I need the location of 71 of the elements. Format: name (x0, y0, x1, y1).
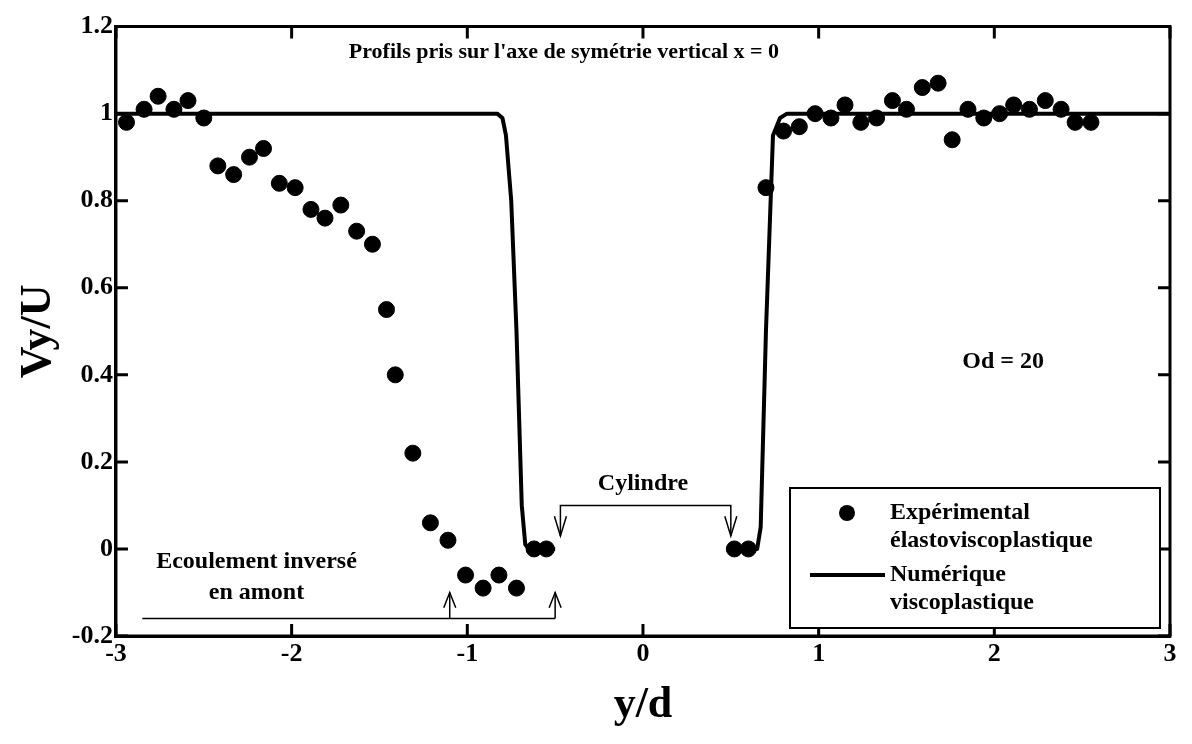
point (929, 74, 947, 92)
point (1066, 113, 1084, 131)
point (943, 131, 961, 149)
text: Profils pris sur l'axe de symétrie vertical x = 0 (348, 38, 780, 64)
y-tick-label: 0.2 (80, 445, 113, 475)
annotation: Ecoulement inversé en amont (156, 547, 358, 604)
y-tick-label: 1 (99, 97, 113, 127)
point (897, 100, 915, 118)
y-tick-label: 0.8 (80, 184, 113, 214)
x-tick-label: -2 (280, 638, 303, 668)
point (822, 109, 840, 127)
y-tick-label: 0 (99, 532, 113, 562)
x-tick-label: 0 (636, 638, 650, 668)
point (1082, 113, 1100, 131)
point (991, 105, 1009, 123)
point (836, 96, 854, 114)
point (209, 157, 227, 175)
point (490, 566, 508, 584)
point (883, 92, 901, 110)
point (959, 100, 977, 118)
point (806, 105, 824, 123)
point (165, 100, 183, 118)
point (1020, 100, 1038, 118)
point (225, 166, 243, 184)
point (270, 174, 288, 192)
point (316, 209, 334, 227)
point (421, 514, 439, 532)
point (852, 113, 870, 131)
point (507, 579, 525, 597)
point (363, 235, 381, 253)
x-tick-label: 1 (812, 638, 826, 668)
point (757, 179, 775, 197)
point (775, 122, 793, 140)
legend-label: Numérique viscoplastique (890, 560, 1035, 615)
point (179, 92, 197, 110)
y-tick-label: 0.6 (80, 271, 113, 301)
point (195, 109, 213, 127)
x-tick-label: 3 (1163, 638, 1177, 668)
legend-label: Expérimental élastoviscoplastique (890, 498, 1094, 553)
y-tick-label: 1.2 (80, 10, 113, 40)
point (739, 540, 757, 558)
annotation: Od = 20 (962, 346, 1044, 373)
point (1052, 100, 1070, 118)
point (457, 566, 475, 584)
point (255, 139, 273, 157)
y-axis-title: Vy/U (10, 284, 60, 379)
point (386, 366, 404, 384)
point (474, 579, 492, 597)
point (790, 118, 808, 136)
point (332, 196, 350, 214)
point (348, 222, 366, 240)
point (725, 540, 743, 558)
point (378, 301, 395, 319)
y-tick-label: 0.4 (80, 358, 113, 388)
point (1005, 96, 1023, 114)
point (240, 148, 258, 166)
x-axis-title: y/d (613, 677, 673, 727)
point (975, 109, 993, 127)
point (1036, 92, 1054, 110)
point (404, 444, 422, 462)
point (868, 109, 886, 127)
point (439, 531, 457, 549)
point (913, 79, 931, 97)
point (149, 87, 167, 105)
x-tick-label: -1 (456, 638, 479, 668)
point (135, 100, 153, 118)
x-tick-label: 2 (987, 638, 1001, 668)
annotation: Cylindre (597, 468, 689, 495)
point (118, 113, 135, 131)
point (286, 179, 304, 197)
point (302, 200, 320, 218)
